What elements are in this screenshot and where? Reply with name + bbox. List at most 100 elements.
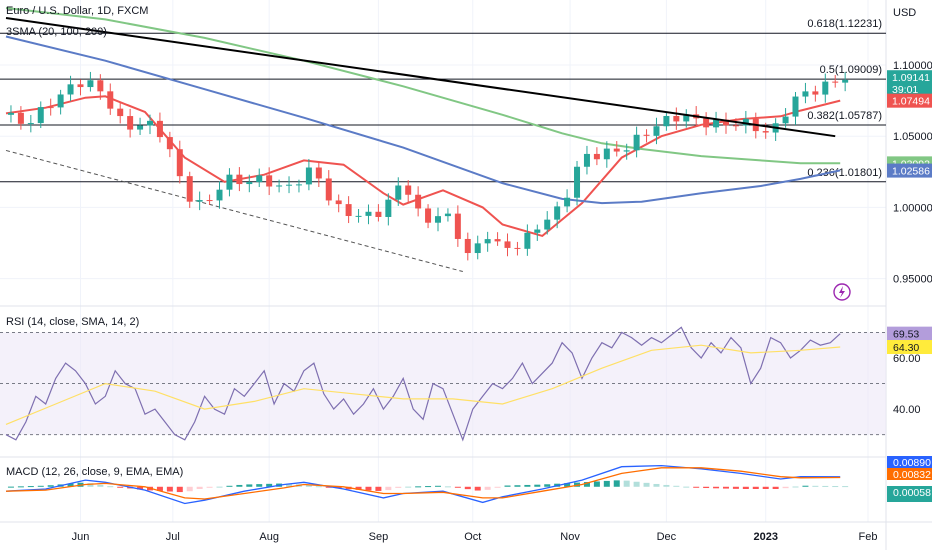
candle-body bbox=[305, 167, 312, 185]
macd-histogram-bar bbox=[703, 486, 710, 489]
macd-histogram-bar bbox=[653, 483, 660, 487]
candle-body bbox=[405, 185, 412, 195]
macd-histogram-bar bbox=[643, 482, 650, 487]
macd-histogram-bar bbox=[782, 486, 789, 489]
price-pane: 0.618(1.12231) 0.5(1.09009) 0.382(1.05787)… bbox=[0, 7, 886, 272]
macd-histogram-bar bbox=[315, 486, 322, 488]
macd-histogram-bar bbox=[425, 486, 432, 488]
macd-price-tag-label: 0.00890 bbox=[893, 457, 931, 469]
indicator-label: 3SMA (20, 100, 200) bbox=[6, 26, 107, 38]
macd-histogram-bar bbox=[385, 486, 392, 491]
sma-line bbox=[5, 35, 841, 205]
macd-histogram-bar bbox=[544, 484, 551, 487]
candle-body bbox=[474, 243, 481, 254]
candle-body bbox=[742, 118, 749, 126]
lightning-icon[interactable] bbox=[833, 283, 851, 301]
candle-body bbox=[633, 134, 640, 151]
macd-histogram-bar bbox=[395, 486, 402, 488]
candle-body bbox=[623, 150, 630, 152]
rsi-line bbox=[5, 344, 841, 425]
candle-body bbox=[17, 112, 24, 124]
rsi-price-tag bbox=[887, 326, 932, 341]
candle-body bbox=[504, 241, 511, 248]
macd-histogram-bar bbox=[166, 486, 173, 492]
candle-body bbox=[7, 112, 14, 115]
macd-histogram-bar bbox=[17, 486, 24, 488]
macd-histogram-bar bbox=[415, 486, 422, 488]
macd-histogram-bar bbox=[474, 486, 481, 491]
fib-level-label: 0.618(1.12231) bbox=[807, 18, 882, 30]
macd-histogram-bar bbox=[663, 484, 670, 487]
candle-body bbox=[554, 206, 561, 220]
candle-body bbox=[186, 176, 193, 202]
candle-body bbox=[345, 204, 352, 217]
x-tick-label: Nov bbox=[560, 531, 580, 543]
grid-lines bbox=[0, 0, 886, 522]
macd-histogram-bar bbox=[683, 486, 690, 488]
macd-histogram-bar bbox=[375, 486, 382, 491]
candle-body bbox=[593, 153, 600, 160]
candle-body bbox=[276, 185, 283, 187]
candle-body bbox=[315, 167, 322, 179]
rsi-pane bbox=[0, 326, 886, 442]
candle-body bbox=[564, 197, 571, 207]
price-tag-label: 1.02586 bbox=[892, 166, 930, 178]
candle-body bbox=[137, 125, 144, 130]
macd-histogram-bar bbox=[365, 486, 372, 491]
candle-body bbox=[266, 175, 273, 187]
macd-histogram-bar bbox=[673, 485, 680, 487]
macd-histogram-bar bbox=[87, 483, 94, 487]
macd-histogram-bar bbox=[405, 486, 412, 488]
candle-body bbox=[57, 94, 64, 108]
macd-histogram-bar bbox=[603, 480, 610, 487]
macd-histogram-bar bbox=[762, 486, 769, 489]
macd-histogram-bar bbox=[186, 486, 193, 492]
macd-histogram-bar bbox=[623, 480, 630, 487]
candle-body bbox=[822, 81, 829, 95]
macd-histogram-bar bbox=[613, 480, 620, 487]
macd-price-tag-label: 0.00058 bbox=[893, 487, 931, 499]
candle-body bbox=[325, 178, 332, 201]
candle-body bbox=[355, 215, 362, 217]
macd-histogram-bar bbox=[732, 486, 739, 489]
macd-histogram-bar bbox=[107, 486, 114, 488]
macd-histogram-bar bbox=[633, 481, 640, 487]
candle-body bbox=[683, 114, 690, 122]
macd-title: MACD (12, 26, close, 9, EMA, EMA) bbox=[6, 466, 183, 478]
price-tag-timer: 39:01 bbox=[892, 84, 918, 96]
y-tick-label: 1.00000 bbox=[893, 202, 932, 214]
x-tick-label: Jun bbox=[72, 531, 90, 543]
candle-body bbox=[335, 200, 342, 205]
candle-body bbox=[236, 174, 243, 185]
macd-histogram-bar bbox=[246, 484, 253, 487]
sma-line bbox=[5, 7, 841, 165]
candle-body bbox=[256, 175, 263, 183]
macd-histogram-bar bbox=[772, 486, 779, 489]
macd-histogram-bar bbox=[47, 485, 54, 487]
candle-body bbox=[385, 199, 392, 217]
candle-body bbox=[196, 200, 203, 202]
y-tick-label: 1.05000 bbox=[893, 131, 932, 143]
candle-body bbox=[484, 239, 491, 244]
candle-body bbox=[97, 80, 104, 92]
macd-histogram-bar bbox=[524, 484, 531, 487]
candle-body bbox=[246, 182, 253, 185]
macd-histogram-bar bbox=[752, 486, 759, 489]
candle-body bbox=[117, 108, 124, 117]
rsi-tick-label: 40.00 bbox=[893, 404, 921, 416]
macd-histogram-bar bbox=[27, 486, 34, 488]
candle-body bbox=[434, 216, 441, 223]
macd-histogram-bar bbox=[802, 485, 809, 487]
macd-histogram-bar bbox=[484, 486, 491, 490]
candle-body bbox=[37, 107, 44, 124]
macd-histogram-bar bbox=[117, 486, 124, 488]
macd-histogram-bar bbox=[792, 486, 799, 488]
candle-body bbox=[732, 125, 739, 127]
candle-body bbox=[77, 84, 84, 88]
candle-body bbox=[613, 148, 620, 152]
x-tick-label: Dec bbox=[657, 531, 677, 543]
candle-body bbox=[713, 119, 720, 128]
macd-histogram-bar bbox=[355, 486, 362, 490]
macd-histogram-bar bbox=[196, 486, 203, 489]
macd-histogram-bar bbox=[713, 486, 720, 489]
